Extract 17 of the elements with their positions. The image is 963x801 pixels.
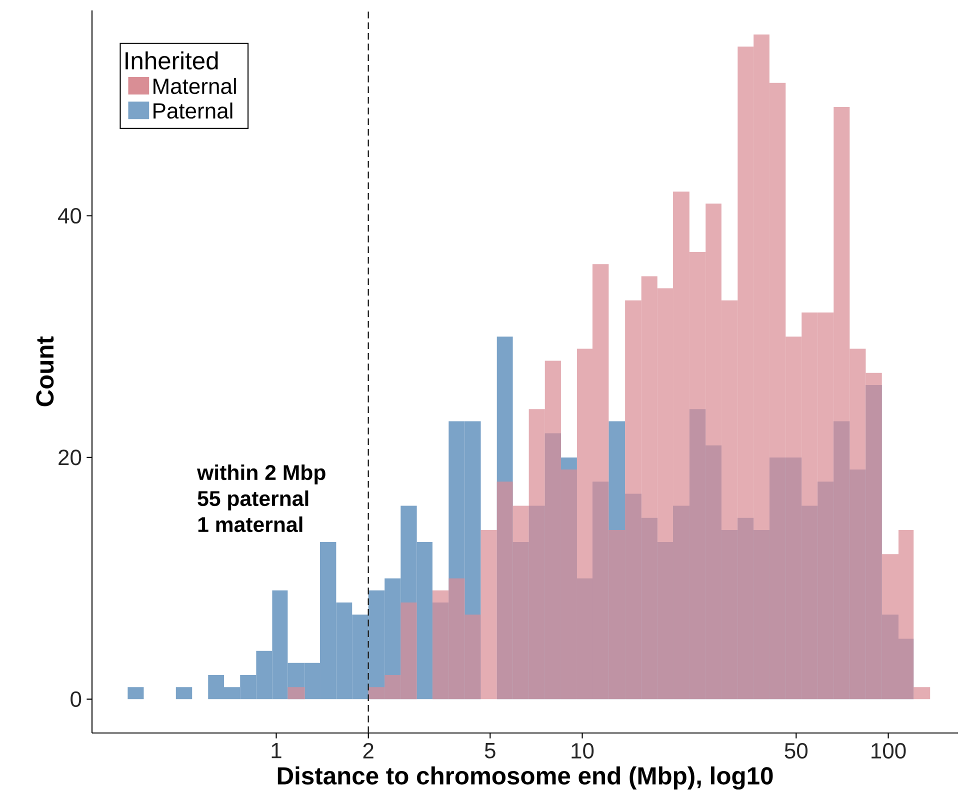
legend-label: Paternal — [154, 102, 232, 119]
y-tick-label: 20 — [58, 450, 82, 466]
legend-label: Maternal — [154, 78, 236, 94]
y-tick-label: 0 — [70, 691, 82, 707]
annotation: 55 paternal — [198, 490, 308, 510]
legend-title: Inherited — [126, 51, 218, 70]
annotation: within 2 Mbp — [196, 464, 326, 484]
y-axis-title: Count — [36, 336, 54, 406]
x-tick-label: 50 — [784, 743, 808, 759]
x-tick-label: 5 — [484, 743, 496, 758]
x-tick-label: 1 — [272, 743, 282, 758]
x-tick-label: 100 — [872, 743, 906, 759]
annotation: 1 maternal — [198, 516, 302, 532]
x-tick-label: 2 — [363, 743, 374, 758]
y-tick-label: 40 — [58, 208, 82, 224]
x-axis-title: Distance to chromosome end (Mbp), log10 — [278, 766, 773, 790]
x-tick-label: 10 — [572, 743, 594, 759]
